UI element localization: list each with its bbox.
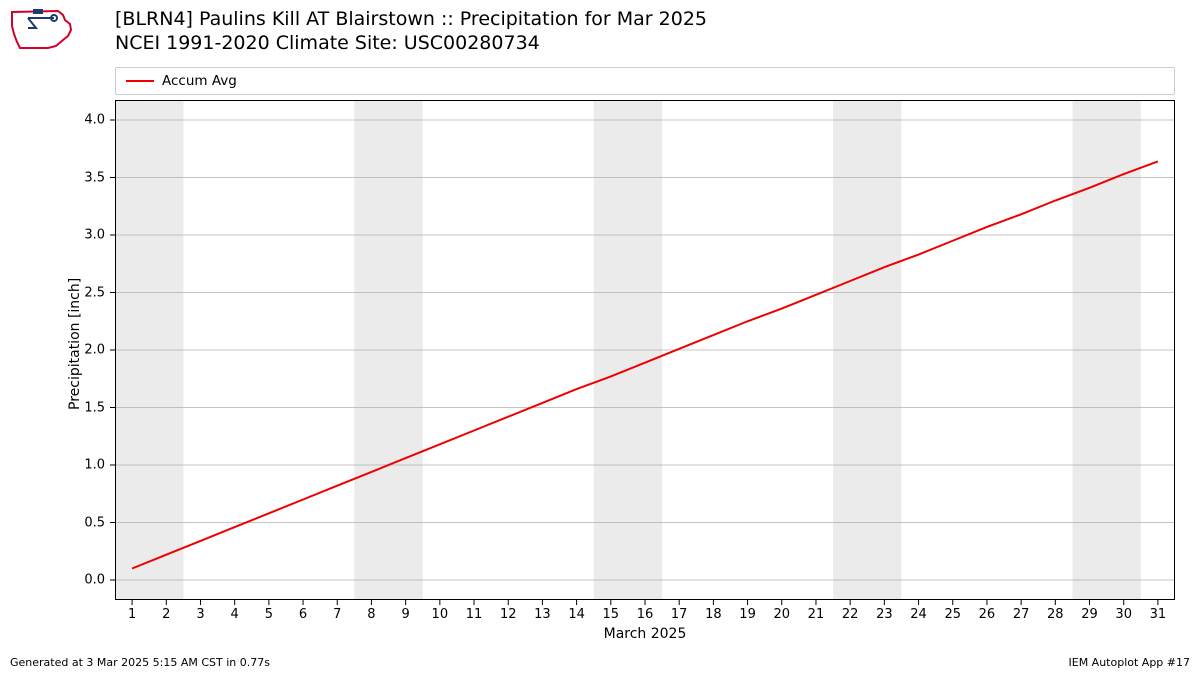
- x-tick-label: 31: [1150, 607, 1167, 622]
- x-tick-label: 7: [333, 607, 341, 622]
- x-tick-label: 14: [568, 607, 585, 622]
- x-tick-label: 9: [402, 607, 410, 622]
- x-tick-label: 6: [299, 607, 307, 622]
- chart-title-line2: NCEI 1991-2020 Climate Site: USC00280734: [115, 32, 707, 56]
- x-tick-label: 5: [265, 607, 273, 622]
- chart-title-block: [BLRN4] Paulins Kill AT Blairstown :: Pr…: [115, 8, 707, 56]
- x-tick-label: 20: [773, 607, 790, 622]
- x-tick-label: 28: [1047, 607, 1064, 622]
- y-tick-label: 4.0: [84, 113, 105, 128]
- x-tick-label: 4: [231, 607, 239, 622]
- x-tick-label: 18: [705, 607, 722, 622]
- x-axis-label: March 2025: [115, 626, 1175, 642]
- footer-left: Generated at 3 Mar 2025 5:15 AM CST in 0…: [10, 656, 270, 669]
- x-tick-label: 15: [603, 607, 620, 622]
- footer-right: IEM Autoplot App #17: [1069, 656, 1191, 669]
- x-tick-label: 22: [842, 607, 859, 622]
- x-tick-label: 21: [808, 607, 825, 622]
- iem-logo-svg: [8, 6, 78, 56]
- x-tick-label: 2: [162, 607, 170, 622]
- y-tick-label: 0.0: [84, 573, 105, 588]
- x-tick-label: 13: [534, 607, 551, 622]
- x-tick-label: 3: [196, 607, 204, 622]
- chart-title-line1: [BLRN4] Paulins Kill AT Blairstown :: Pr…: [115, 8, 707, 32]
- legend-label: Accum Avg: [162, 73, 237, 89]
- x-tick-label: 30: [1115, 607, 1132, 622]
- x-tick-label: 10: [432, 607, 449, 622]
- y-tick-label: 2.0: [84, 343, 105, 358]
- legend-swatch: [126, 80, 154, 82]
- x-tick-label: 24: [910, 607, 927, 622]
- y-tick-label: 1.0: [84, 458, 105, 473]
- y-tick-label: 0.5: [84, 515, 105, 530]
- x-tick-label: 8: [367, 607, 375, 622]
- y-tick-label: 3.0: [84, 228, 105, 243]
- x-tick-label: 29: [1081, 607, 1098, 622]
- x-tick-label: 25: [944, 607, 961, 622]
- y-tick-label: 3.5: [84, 170, 105, 185]
- chart-plot: [115, 100, 1175, 600]
- x-tick-label: 27: [1013, 607, 1030, 622]
- x-tick-label: 16: [637, 607, 654, 622]
- y-tick-label: 2.5: [84, 285, 105, 300]
- chart-legend: Accum Avg: [115, 67, 1175, 95]
- page-root: [BLRN4] Paulins Kill AT Blairstown :: Pr…: [0, 0, 1200, 675]
- x-tick-label: 11: [466, 607, 483, 622]
- y-tick-label: 1.5: [84, 400, 105, 415]
- x-tick-label: 23: [876, 607, 893, 622]
- chart-svg: [115, 100, 1175, 600]
- x-tick-label: 1: [128, 607, 136, 622]
- x-tick-label: 12: [500, 607, 517, 622]
- iem-logo: [8, 6, 78, 60]
- y-axis-label: Precipitation [inch]: [67, 278, 83, 410]
- x-tick-label: 17: [671, 607, 688, 622]
- x-tick-label: 19: [739, 607, 756, 622]
- x-tick-label: 26: [979, 607, 996, 622]
